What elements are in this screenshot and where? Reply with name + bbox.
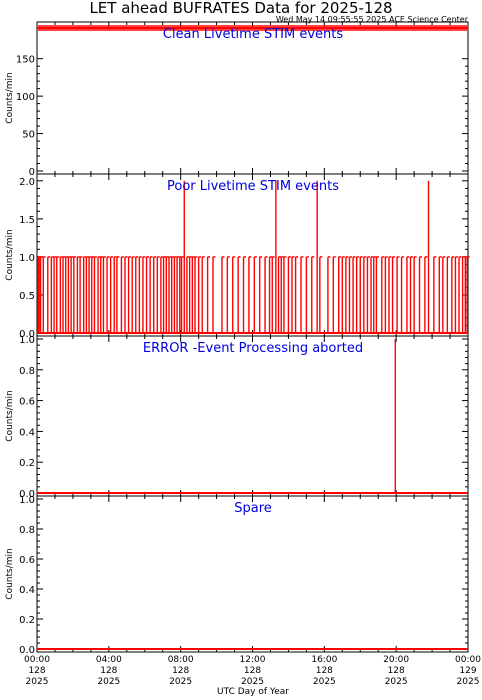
y-tick-label: 0.6 [19, 397, 35, 408]
y-axis-label: Counts/min [5, 229, 15, 280]
timestamp: Wed May 14 09:55:55 2025 ACE Science Cen… [276, 15, 469, 24]
panel-frame [36, 335, 469, 497]
x-tick-label-time: 00:00 [24, 655, 50, 665]
y-tick-label: 0.5 [19, 291, 35, 302]
panel-frame [36, 495, 469, 653]
panel-title: Spare [234, 501, 272, 516]
x-tick-label-doy: 128 [172, 666, 189, 676]
y-tick-label: 2.0 [19, 177, 35, 188]
x-tick-label-doy: 128 [244, 666, 261, 676]
panel-3: 0.0 0.2 0.4 0.6 0.8 1.0 Counts/min ERROR -Event… [5, 335, 469, 500]
y-tick-label: 0.0 [19, 489, 35, 500]
panel-title: Poor Livetime STIM events [167, 179, 339, 194]
y-tick-label: 0.4 [19, 427, 35, 438]
y-tick-label: 1.5 [19, 215, 35, 226]
y-tick-label: 0.8 [19, 525, 35, 536]
y-tick-label: 0.8 [19, 366, 35, 377]
x-tick-label-doy: 128 [100, 666, 117, 676]
x-tick-label-year: 2025 [241, 677, 264, 687]
y-tick-label: 150 [16, 55, 35, 66]
y-tick-label: 0.4 [19, 585, 35, 596]
y-tick-label: 100 [16, 92, 35, 103]
y-axis-label: Counts/min [5, 72, 15, 123]
data-band [38, 24, 467, 31]
y-axis-label: Counts/min [5, 390, 15, 441]
x-tick-label-doy: 128 [28, 666, 45, 676]
panel-frame [36, 21, 469, 175]
panel-title: Clean Livetime STIM events [163, 27, 343, 42]
x-tick-label-time: 12:00 [240, 655, 266, 665]
y-tick-label: 0.0 [19, 645, 35, 656]
x-tick-label-time: 16:00 [311, 655, 337, 665]
x-tick-label-time: 08:00 [168, 655, 194, 665]
y-tick-label: 1.0 [19, 253, 35, 264]
y-tick-label: 0.2 [19, 458, 35, 469]
y-tick-label: 0.6 [19, 555, 35, 566]
panel-4: 0.0 0.2 0.4 0.6 0.8 1.0 Counts/min Spare [5, 495, 469, 656]
panel-frame [36, 173, 469, 337]
x-tick-label-year: 2025 [97, 677, 120, 687]
x-tick-label-year: 2025 [457, 677, 480, 687]
x-tick-label-year: 2025 [26, 677, 49, 687]
x-tick-label-doy: 129 [459, 666, 476, 676]
x-tick-label-time: 00:00 [455, 655, 481, 665]
x-tick-label-year: 2025 [169, 677, 192, 687]
y-tick-label: 0.0 [19, 329, 35, 340]
x-tick-label-doy: 128 [316, 666, 333, 676]
y-tick-label: 1.0 [19, 495, 35, 506]
panel-2: 0.0 0.5 1.0 1.5 2.0 Counts/min Poor Livetime S… [5, 173, 470, 340]
y-axis-label: Counts/min [5, 548, 15, 599]
y-tick-label: 0 [29, 167, 35, 178]
x-axis-label: UTC Day of Year [217, 687, 289, 697]
x-tick-label-time: 20:00 [383, 655, 409, 665]
x-tick-label-year: 2025 [313, 677, 336, 687]
x-tick-label-year: 2025 [385, 677, 408, 687]
panel-title: ERROR -Event Processing aborted [143, 341, 363, 356]
x-tick-label-doy: 128 [388, 666, 405, 676]
y-tick-label: 50 [22, 130, 35, 141]
chart-title: LET ahead BUFRATES Data for 2025-128 [89, 0, 392, 17]
y-tick-label: 1.0 [19, 335, 35, 346]
x-tick-label-time: 04:00 [96, 655, 122, 665]
y-tick-label: 0.2 [19, 615, 35, 626]
